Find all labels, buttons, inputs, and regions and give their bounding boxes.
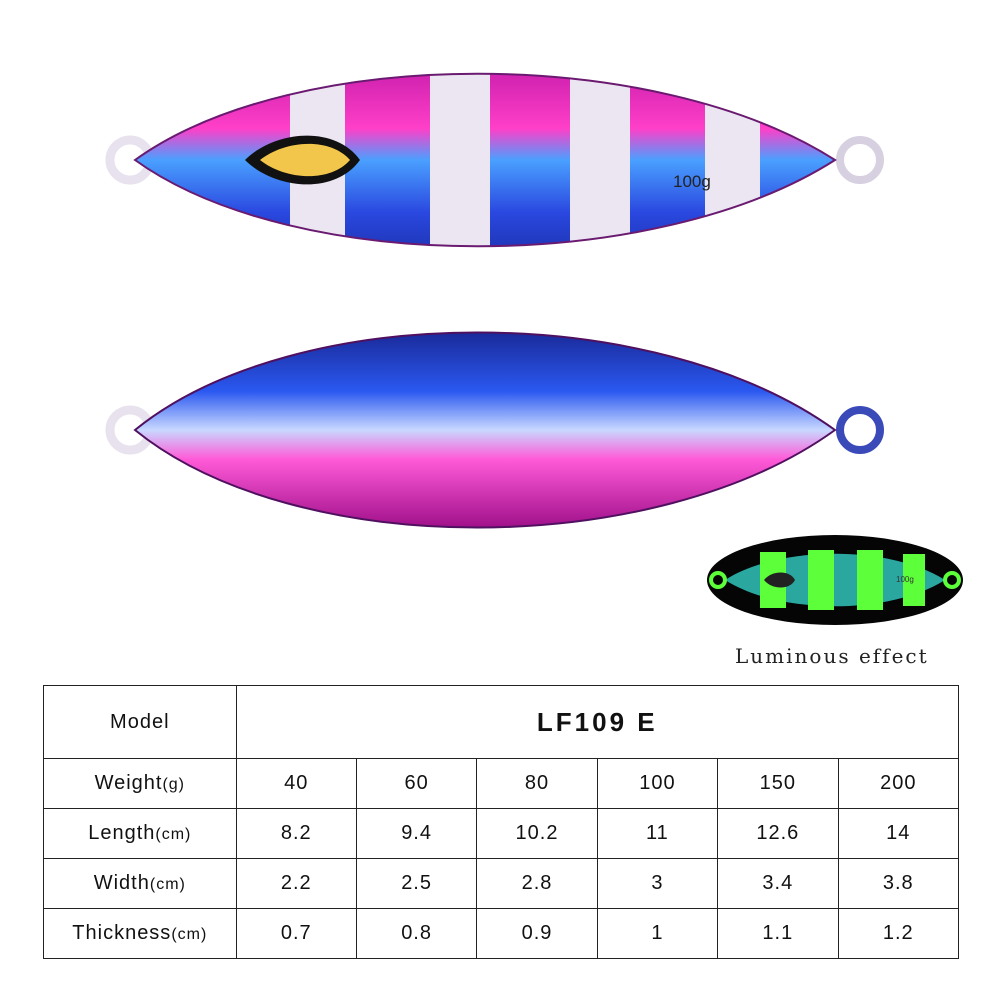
row-label: Length(cm) bbox=[43, 808, 237, 859]
row-label: Width(cm) bbox=[43, 858, 237, 909]
cell: 8.2 bbox=[235, 808, 357, 859]
cell: 80 bbox=[476, 758, 598, 809]
label-text: Length bbox=[88, 822, 156, 844]
cell: 100 bbox=[596, 758, 719, 809]
cell: 200 bbox=[837, 758, 960, 809]
model-value: LF109 E bbox=[235, 685, 960, 759]
cell: 40 bbox=[235, 758, 357, 809]
weight-marking: 100g bbox=[673, 172, 711, 191]
cell: 11 bbox=[596, 808, 719, 859]
table-row: Thickness(cm) 0.7 0.8 0.9 1 1.1 1.2 bbox=[43, 908, 960, 959]
cell: 150 bbox=[717, 758, 839, 809]
row-label: Thickness(cm) bbox=[43, 908, 237, 959]
cell: 3 bbox=[596, 858, 719, 909]
label-text: Weight bbox=[94, 772, 163, 794]
cell: 3.4 bbox=[717, 858, 839, 909]
cell: 10.2 bbox=[476, 808, 598, 859]
table-row: Width(cm) 2.2 2.5 2.8 3 3.4 3.8 bbox=[43, 858, 960, 909]
cell: 2.8 bbox=[476, 858, 598, 909]
luminous-lure-image: 100g bbox=[707, 535, 963, 625]
spec-table: Model LF109 E Weight(g) 40 60 80 100 150… bbox=[43, 685, 960, 959]
label-text: Width bbox=[93, 872, 150, 894]
cell: 14 bbox=[837, 808, 960, 859]
cell: 12.6 bbox=[717, 808, 839, 859]
unit-text: (cm) bbox=[171, 926, 208, 943]
luminous-effect-caption: Luminous effect bbox=[735, 644, 929, 668]
table-row: Weight(g) 40 60 80 100 150 200 bbox=[43, 758, 960, 809]
model-label: Model bbox=[43, 685, 237, 759]
glow-weight-marking: 100g bbox=[896, 575, 914, 584]
unit-text: (g) bbox=[162, 776, 186, 793]
cell: 1.2 bbox=[837, 908, 960, 959]
cell: 0.7 bbox=[235, 908, 357, 959]
cell: 2.2 bbox=[235, 858, 357, 909]
unit-text: (cm) bbox=[149, 876, 186, 893]
blue-pink-jig-lure-image bbox=[105, 331, 884, 529]
row-label: Weight(g) bbox=[43, 758, 237, 809]
cell: 2.5 bbox=[355, 858, 478, 909]
cell: 1.1 bbox=[717, 908, 839, 959]
cell: 60 bbox=[355, 758, 478, 809]
cell: 9.4 bbox=[355, 808, 478, 859]
striped-jig-lure-image: 100g bbox=[105, 72, 884, 248]
table-row: Length(cm) 8.2 9.4 10.2 11 12.6 14 bbox=[43, 808, 960, 859]
cell: 0.8 bbox=[355, 908, 478, 959]
label-text: Thickness bbox=[72, 922, 172, 944]
cell: 3.8 bbox=[837, 858, 960, 909]
cell: 0.9 bbox=[476, 908, 598, 959]
model-row: Model LF109 E bbox=[43, 685, 960, 759]
cell: 1 bbox=[596, 908, 719, 959]
unit-text: (cm) bbox=[155, 826, 192, 843]
